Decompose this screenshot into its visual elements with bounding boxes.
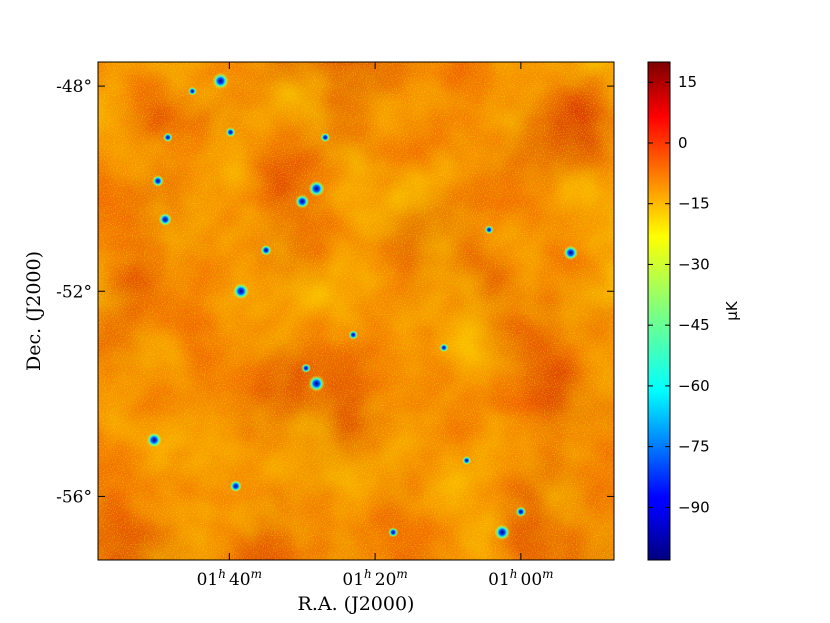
x-tick-label: 01h 40m [197,567,262,590]
point-source [225,127,236,138]
colorbar-tick-label: 0 [678,134,688,152]
point-source [494,524,510,541]
point-sources [146,72,578,541]
x-tick-label: 01h 20m [342,567,407,590]
x-tick-h-unit: h [218,567,226,581]
colorbar-ticks: 15 0 −15 −30 −45 −60 −75 −90 [648,73,710,516]
x-tick-hours: 01 [488,570,510,590]
point-source [163,132,173,143]
point-source [260,244,272,256]
x-tick-h-unit: h [364,567,372,581]
colorbar-tick-label: −90 [678,498,710,516]
x-tick-minutes: 00 [521,570,543,590]
x-axis-label: R.A. (J2000) [298,593,415,615]
x-tick-m-unit: m [251,567,262,581]
point-source [563,245,578,261]
colorbar-tick-label: −45 [678,316,710,334]
y-axis-label: Dec. (J2000) [23,251,45,371]
map-frame [97,61,615,561]
colorbar-label: μK [723,300,741,321]
y-tick-label: -52° [56,282,92,302]
point-source [439,343,449,353]
point-source [229,480,242,493]
point-source [348,330,358,340]
y-tick-label: -56° [56,487,92,507]
x-tick-hours: 01 [197,570,219,590]
x-tick-minutes: 20 [375,570,397,590]
point-source [187,86,197,96]
point-source [158,212,172,226]
point-source [515,506,527,518]
point-source [212,72,229,89]
point-source [152,175,164,187]
x-tick-hours: 01 [342,570,364,590]
colorbar-tick-label: −30 [678,255,710,273]
x-axis-ticks: 01h 40m 01h 20m 01h 00m [197,62,554,590]
point-source [308,180,325,197]
point-source [301,363,311,373]
colorbar-tick-label: 15 [678,73,697,91]
y-axis-ticks: -48° -52° -56° [56,77,614,507]
temperature-map [98,62,614,560]
point-source [232,283,249,300]
x-tick-h-unit: h [510,567,518,581]
point-source [320,132,331,143]
point-source [146,432,162,448]
point-source [308,375,325,392]
colorbar-tick-label: −75 [678,438,710,456]
point-source [484,225,494,235]
x-tick-m-unit: m [396,567,407,581]
x-tick-m-unit: m [542,567,553,581]
colorbar-tick-label: −15 [678,195,710,213]
point-source [388,527,399,538]
x-tick-label: 01h 00m [488,567,553,590]
y-tick-label: -48° [56,77,92,97]
colorbar [647,61,671,561]
x-tick-minutes: 40 [229,570,251,590]
colorbar-tick-label: −60 [678,377,710,395]
point-source [462,456,472,466]
point-source [295,194,310,209]
